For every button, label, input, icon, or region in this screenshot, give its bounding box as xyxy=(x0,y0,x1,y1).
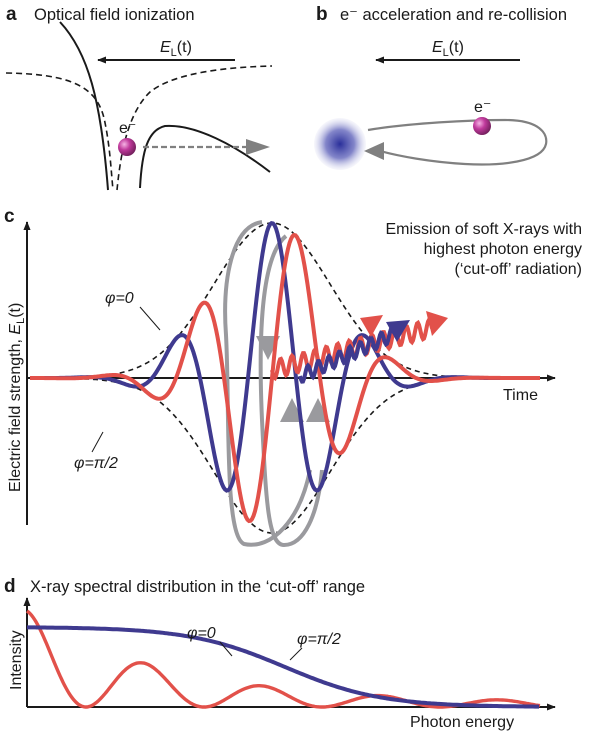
parent-ion xyxy=(314,118,366,170)
recollision-arrowhead xyxy=(364,142,384,160)
potential-solid-curve-right xyxy=(139,124,271,189)
d-label-phi-pi2: φ=π/2 xyxy=(297,631,341,648)
panel-a-title: Optical field ionization xyxy=(34,6,195,24)
panel-d: d X-ray spectral distribution in the ‘cu… xyxy=(4,576,556,731)
c-annotation-line-2: highest photon energy xyxy=(424,241,582,258)
panel-a: a Optical field ionization EL(t) e⁻ xyxy=(5,4,273,191)
d-label-phi-0: φ=0 xyxy=(187,625,216,642)
d-xlabel: Photon energy xyxy=(410,714,514,731)
xray-arrowhead-red-2 xyxy=(360,315,383,337)
electron-a xyxy=(118,138,136,156)
electron-b xyxy=(473,117,491,135)
panel-c: c Electric field strength, EL(t) Time Em… xyxy=(4,206,583,548)
panel-a-letter: a xyxy=(6,4,17,25)
d-leader-phi-pi2 xyxy=(289,647,303,661)
panel-c-letter: c xyxy=(4,206,15,227)
c-annotation-line-3: (‘cut-off’ radiation) xyxy=(455,261,582,278)
c-annotation-line-1: Emission of soft X-rays with xyxy=(386,221,583,238)
d-spectrum-phi-pi2 xyxy=(25,609,541,709)
field-label-b: EL(t) xyxy=(432,39,464,59)
c-label-phi-pi2: φ=π/2 xyxy=(74,455,118,472)
potential-dashed-curve xyxy=(5,65,273,191)
panel-d-title: X-ray spectral distribution in the ‘cut-… xyxy=(30,578,365,596)
d-leader-phi-0 xyxy=(219,641,233,657)
c-label-phi-0: φ=0 xyxy=(105,290,134,307)
panel-b-title: e⁻ acceleration and re-collision xyxy=(340,6,567,24)
field-label-a: EL(t) xyxy=(160,39,192,59)
trajectory-loop-2 xyxy=(258,234,324,548)
d-spectrum-phi-0 xyxy=(27,625,539,709)
electron-label-b: e⁻ xyxy=(474,99,491,116)
electron-label-a: e⁻ xyxy=(119,120,136,137)
panel-d-letter: d xyxy=(4,576,16,597)
tunneling-arrowhead xyxy=(246,139,270,155)
recollision-trajectory xyxy=(367,118,548,166)
c-leader-phi-0 xyxy=(139,306,161,331)
xray-emission-blue xyxy=(298,325,396,384)
c-ylabel: Electric field strength, EL(t) xyxy=(7,303,27,492)
panel-b-letter: b xyxy=(316,4,328,25)
potential-solid-curve-left xyxy=(59,21,109,191)
panel-b: b e⁻ acceleration and re-collision EL(t)… xyxy=(314,4,567,170)
trajectory-loop-1 xyxy=(223,220,312,547)
trajectory-arrow-up-1 xyxy=(280,398,304,422)
c-wave-phi-pi2 xyxy=(30,232,540,524)
d-ylabel: Intensity xyxy=(8,630,25,690)
c-leader-phi-pi2 xyxy=(91,431,104,453)
xray-arrowhead-blue xyxy=(386,320,410,342)
c-xlabel: Time xyxy=(503,387,538,404)
xray-arrowhead-red xyxy=(426,311,448,336)
